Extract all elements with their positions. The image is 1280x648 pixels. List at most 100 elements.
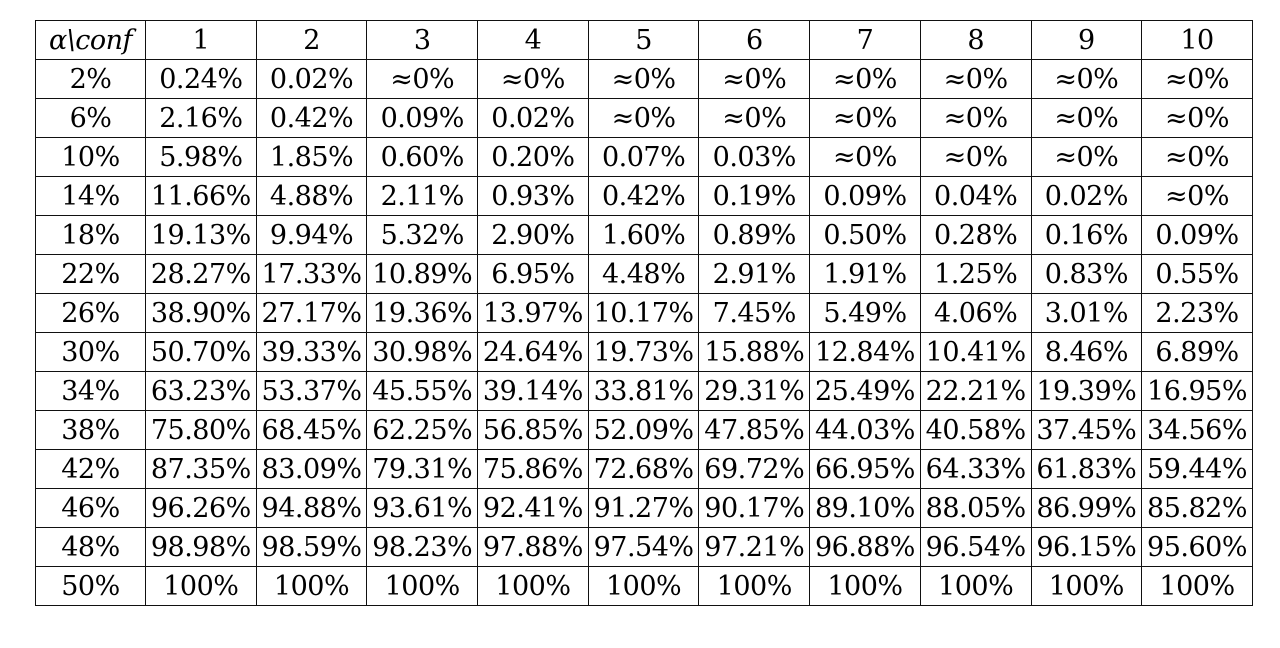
table-body: α\conf 1 2 3 4 5 6 7 8 9 10 2% 0.24% 0.02% ≈0% ≈0% ≈0%…: [35, 20, 1253, 606]
column-header: 9: [1030, 20, 1143, 60]
table-cell: 0.02%: [1030, 176, 1143, 216]
table-cell: 100%: [587, 566, 700, 606]
table-cell: 0.04%: [919, 176, 1032, 216]
table-cell: 0.02%: [255, 59, 368, 99]
table-cell: 39.14%: [477, 371, 589, 411]
row-header-alpha: 26%: [35, 293, 146, 333]
table-cell: 0.19%: [698, 176, 811, 216]
table-cell: ≈0%: [366, 59, 479, 99]
table-cell: 86.99%: [1030, 488, 1143, 528]
column-header: 2: [255, 20, 368, 60]
table-row: 22% 28.27% 17.33% 10.89% 6.95% 4.48% 2.91% 1.91…: [35, 254, 1253, 294]
row-header-alpha: 14%: [35, 176, 146, 216]
table-cell: 92.41%: [477, 488, 589, 528]
table-cell: 15.88%: [698, 332, 811, 372]
table-cell: 0.07%: [587, 137, 700, 177]
table-cell: 94.88%: [255, 488, 368, 528]
table-cell: 88.05%: [919, 488, 1032, 528]
table-cell: 100%: [1141, 566, 1253, 606]
table-cell: 72.68%: [587, 449, 700, 489]
table-cell: 90.17%: [698, 488, 811, 528]
table-cell: 96.15%: [1030, 527, 1143, 567]
row-header-alpha: 46%: [35, 488, 146, 528]
table-cell: 0.09%: [366, 98, 479, 138]
table-cell: 24.64%: [477, 332, 589, 372]
row-header-alpha: 34%: [35, 371, 146, 411]
table-cell: 100%: [145, 566, 257, 606]
table-cell: 100%: [366, 566, 479, 606]
table-cell: ≈0%: [919, 137, 1032, 177]
table-cell: 93.61%: [366, 488, 479, 528]
table-cell: 56.85%: [477, 410, 589, 450]
column-header: 6: [698, 20, 811, 60]
table-cell: 0.03%: [698, 137, 811, 177]
table-cell: 100%: [809, 566, 921, 606]
table-cell: 62.25%: [366, 410, 479, 450]
table-cell: 8.46%: [1030, 332, 1143, 372]
table-cell: 97.21%: [698, 527, 811, 567]
table-cell: 4.06%: [919, 293, 1032, 333]
table-cell: ≈0%: [919, 59, 1032, 99]
table-cell: 50.70%: [145, 332, 257, 372]
column-header: 10: [1141, 20, 1253, 60]
table-cell: 28.27%: [145, 254, 257, 294]
table-row: 38% 75.80% 68.45% 62.25% 56.85% 52.09% 47.85% 4…: [35, 410, 1253, 450]
table-cell: 5.32%: [366, 215, 479, 255]
table-cell: 33.81%: [587, 371, 700, 411]
table-cell: 4.88%: [255, 176, 368, 216]
row-header-alpha: 22%: [35, 254, 146, 294]
table-cell: 96.88%: [809, 527, 921, 567]
table-cell: 75.86%: [477, 449, 589, 489]
table-cell: 52.09%: [587, 410, 700, 450]
table-cell: 12.84%: [809, 332, 921, 372]
table-cell: 10.89%: [366, 254, 479, 294]
table-cell: 2.23%: [1141, 293, 1253, 333]
table-cell: 1.60%: [587, 215, 700, 255]
table-row: 6% 2.16% 0.42% 0.09% 0.02% ≈0% ≈0% ≈0% ≈0% ≈0% ≈0%: [35, 98, 1253, 138]
table-cell: ≈0%: [1141, 176, 1253, 216]
table-cell: 19.13%: [145, 215, 257, 255]
table-row: 34% 63.23% 53.37% 45.55% 39.14% 33.81% 29.31% 2…: [35, 371, 1253, 411]
table-cell: 1.85%: [255, 137, 368, 177]
table-row: 42% 87.35% 83.09% 79.31% 75.86% 72.68% 69.72% 6…: [35, 449, 1253, 489]
table-cell: 30.98%: [366, 332, 479, 372]
column-header: 8: [919, 20, 1032, 60]
table-cell: 0.93%: [477, 176, 589, 216]
row-header-alpha: 2%: [35, 59, 146, 99]
table-cell: ≈0%: [1141, 98, 1253, 138]
table-cell: 66.95%: [809, 449, 921, 489]
probability-table: α\conf 1 2 3 4 5 6 7 8 9 10 2% 0.24% 0.02% ≈0% ≈0% ≈0%…: [35, 20, 1253, 606]
table-cell: 96.54%: [919, 527, 1032, 567]
column-header: 1: [145, 20, 257, 60]
corner-header-label: α\conf: [35, 20, 146, 60]
table-cell: 0.28%: [919, 215, 1032, 255]
table-cell: 0.89%: [698, 215, 811, 255]
table-cell: ≈0%: [1030, 137, 1143, 177]
table-cell: 75.80%: [145, 410, 257, 450]
table-cell: ≈0%: [1141, 137, 1253, 177]
table-row: 10% 5.98% 1.85% 0.60% 0.20% 0.07% 0.03% ≈0% ≈0% ≈…: [35, 137, 1253, 177]
table-cell: ≈0%: [587, 98, 700, 138]
table-cell: 69.72%: [698, 449, 811, 489]
table-cell: 39.33%: [255, 332, 368, 372]
row-header-alpha: 48%: [35, 527, 146, 567]
table-cell: 100%: [698, 566, 811, 606]
table-cell: 40.58%: [919, 410, 1032, 450]
column-header: 7: [809, 20, 921, 60]
table-cell: 19.36%: [366, 293, 479, 333]
table-cell: 0.16%: [1030, 215, 1143, 255]
table-cell: 7.45%: [698, 293, 811, 333]
table-cell: 2.11%: [366, 176, 479, 216]
table-cell: 17.33%: [255, 254, 368, 294]
table-cell: 63.23%: [145, 371, 257, 411]
table-cell: 3.01%: [1030, 293, 1143, 333]
column-header: 5: [587, 20, 700, 60]
table-cell: 0.55%: [1141, 254, 1253, 294]
table-cell: 4.48%: [587, 254, 700, 294]
table-row: 26% 38.90% 27.17% 19.36% 13.97% 10.17% 7.45% 5.…: [35, 293, 1253, 333]
table-cell: 6.89%: [1141, 332, 1253, 372]
table-cell: 97.88%: [477, 527, 589, 567]
table-cell: 95.60%: [1141, 527, 1253, 567]
row-header-alpha: 18%: [35, 215, 146, 255]
table-cell: ≈0%: [587, 59, 700, 99]
